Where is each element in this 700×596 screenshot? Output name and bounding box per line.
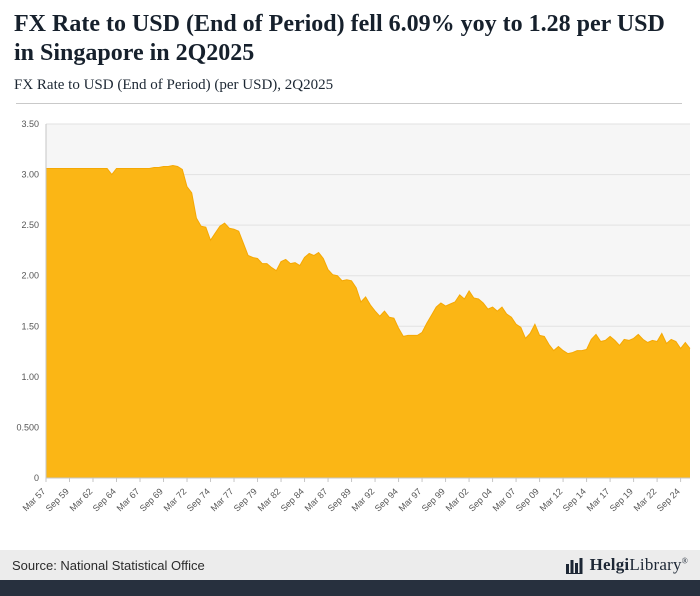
svg-text:Sep 99: Sep 99 — [420, 486, 447, 513]
svg-text:Mar 12: Mar 12 — [538, 486, 565, 513]
svg-text:Mar 77: Mar 77 — [209, 486, 236, 513]
svg-text:Mar 82: Mar 82 — [256, 486, 283, 513]
svg-text:Sep 59: Sep 59 — [44, 486, 71, 513]
svg-text:Sep 64: Sep 64 — [91, 486, 118, 513]
svg-text:0: 0 — [34, 473, 39, 483]
svg-text:Mar 07: Mar 07 — [491, 486, 518, 513]
svg-text:Mar 22: Mar 22 — [632, 486, 659, 513]
svg-text:Mar 02: Mar 02 — [444, 486, 471, 513]
svg-text:3.00: 3.00 — [21, 169, 39, 179]
chart-area: 0 0.500 1.00 1.50 2.00 2.50 3.00 3.50 Mar 57 Sep … — [0, 110, 700, 551]
svg-text:Sep 89: Sep 89 — [326, 486, 353, 513]
chart-subtitle: FX Rate to USD (End of Period) (per USD)… — [14, 76, 334, 93]
svg-text:Sep 74: Sep 74 — [185, 486, 212, 513]
svg-text:Mar 97: Mar 97 — [397, 486, 424, 513]
header-divider — [16, 102, 682, 104]
svg-text:Sep 69: Sep 69 — [138, 486, 165, 513]
logo-text-regular: Library — [629, 555, 682, 574]
svg-text:Mar 57: Mar 57 — [21, 486, 48, 513]
svg-text:Sep 94: Sep 94 — [373, 486, 400, 513]
svg-text:Sep 84: Sep 84 — [279, 486, 306, 513]
svg-text:Mar 92: Mar 92 — [350, 486, 377, 513]
source-text: Source: National Statistical Office — [12, 557, 205, 573]
logo-text-bold: Helgi — [589, 555, 630, 574]
logo-registered-mark: ® — [681, 556, 688, 566]
svg-text:3.50: 3.50 — [21, 119, 39, 129]
svg-text:Mar 67: Mar 67 — [115, 486, 142, 513]
svg-text:1.00: 1.00 — [21, 371, 39, 381]
page-title: FX Rate to USD (End of Period) fell 6.09… — [14, 11, 665, 67]
svg-text:2.00: 2.00 — [21, 270, 39, 280]
svg-text:1.50: 1.50 — [21, 321, 39, 331]
bar-chart-logo-icon — [565, 558, 583, 574]
logo-text: HelgiLibrary® — [590, 555, 688, 575]
svg-text:Mar 87: Mar 87 — [303, 486, 330, 513]
svg-text:Sep 09: Sep 09 — [514, 486, 541, 513]
bottom-accent-bar — [0, 580, 700, 596]
svg-text:Sep 24: Sep 24 — [655, 486, 682, 513]
chart-header: FX Rate to USD (End of Period) fell 6.09… — [0, 0, 700, 104]
svg-text:Mar 17: Mar 17 — [585, 486, 612, 513]
footer-bar: Source: National Statistical Office Helg… — [0, 550, 700, 580]
svg-text:Mar 72: Mar 72 — [162, 486, 189, 513]
svg-text:Sep 19: Sep 19 — [608, 486, 635, 513]
svg-text:Mar 62: Mar 62 — [68, 486, 95, 513]
svg-text:Sep 04: Sep 04 — [467, 486, 494, 513]
svg-text:Sep 14: Sep 14 — [561, 486, 588, 513]
svg-text:Sep 79: Sep 79 — [232, 486, 259, 513]
svg-text:2.50: 2.50 — [21, 220, 39, 230]
helgilibrary-logo: HelgiLibrary® — [565, 555, 688, 575]
svg-text:0.500: 0.500 — [16, 422, 39, 432]
